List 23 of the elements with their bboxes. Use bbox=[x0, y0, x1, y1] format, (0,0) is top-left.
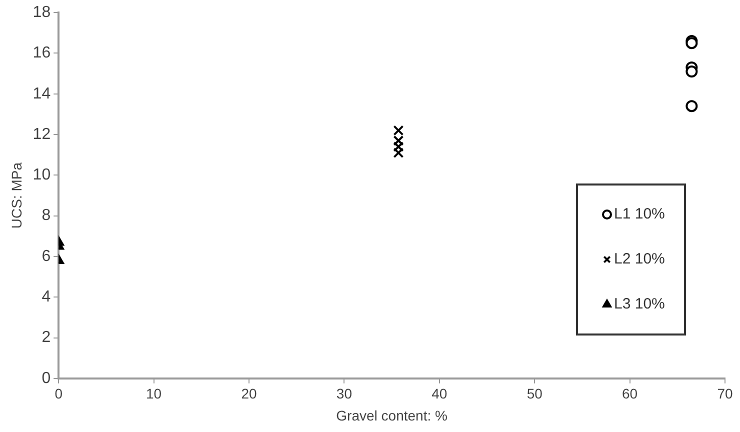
x-tick-label: 70 bbox=[717, 386, 733, 402]
x-tick-label: 50 bbox=[526, 386, 543, 402]
legend-label: L3 10% bbox=[614, 296, 665, 313]
legend-label: L1 10% bbox=[614, 206, 665, 223]
y-tick-label: 4 bbox=[42, 288, 51, 306]
x-tick-label: 0 bbox=[54, 386, 63, 402]
y-tick-label: 8 bbox=[42, 207, 51, 224]
y-tick-label: 10 bbox=[32, 166, 51, 184]
x-tick-label: 30 bbox=[336, 386, 352, 402]
legend-label: L2 10% bbox=[614, 250, 665, 268]
y-tick-label: 2 bbox=[42, 329, 51, 346]
y-tick-label: 0 bbox=[42, 370, 51, 387]
y-tick-label: 6 bbox=[42, 248, 51, 265]
x-tick-label: 40 bbox=[432, 386, 448, 402]
y-tick-label: 16 bbox=[32, 44, 51, 62]
y-tick-label: 14 bbox=[32, 85, 51, 102]
x-axis-title: Gravel content: % bbox=[336, 407, 448, 424]
x-tick-label: 10 bbox=[146, 386, 162, 402]
x-tick-label: 60 bbox=[622, 386, 638, 402]
y-tick-label: 18 bbox=[32, 4, 51, 22]
y-tick-label: 12 bbox=[32, 126, 51, 143]
y-axis-title: UCS: MPa bbox=[8, 162, 24, 229]
x-tick-label: 20 bbox=[241, 386, 257, 402]
